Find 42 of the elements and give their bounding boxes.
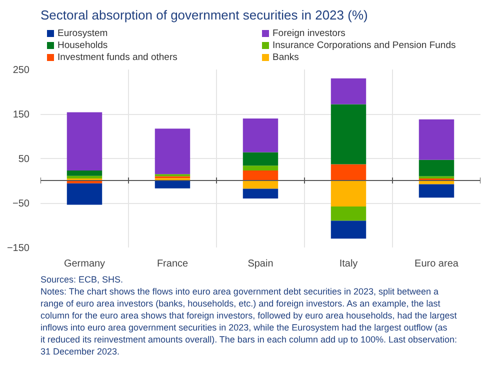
y-tick-label: 50 (18, 154, 30, 165)
bar (154, 128, 190, 174)
x-tick-label: Italy (339, 258, 358, 270)
legend-label: Banks (272, 52, 300, 63)
y-tick-label: 250 (12, 65, 30, 76)
text: Notes: The chart shows the flows into euro area government debt securities in 2023, split between a range of euro area investors (banks, households, etc.) and foreign investors. As an example, the last column for the euro area shows that foreign investors, followed by euro area households, had the largest inflows into euro area government securities in 2023, while the Eurosystem had the largest outflow (as it reduced its reinvestment amounts overall). The bars in each column add up to 100%. Last observation: 31 December 2023. (40, 286, 458, 356)
bar (242, 166, 278, 171)
bar (154, 180, 190, 188)
bar (66, 112, 102, 171)
x-tick-label: Germany (64, 258, 106, 270)
legend-label: Foreign investors (272, 28, 346, 39)
bar (418, 119, 454, 160)
bar (330, 220, 366, 239)
bar (66, 183, 102, 205)
bar (418, 160, 454, 176)
bar (330, 180, 366, 207)
y-tick-label: 150 (12, 110, 30, 120)
bar (330, 104, 366, 164)
bar (242, 118, 278, 152)
bar (242, 188, 278, 199)
bar (418, 184, 454, 198)
bar (66, 176, 102, 179)
legend-label: Insurance Corporations and Pension Funds (272, 40, 456, 51)
y-tick-label: −150 (6, 243, 30, 254)
bar (418, 180, 454, 184)
legend-label: Eurosystem (58, 28, 108, 39)
chart-title: Sectoral absorption of government securities in 2023 (%) (40, 8, 368, 22)
legend-label: Households (58, 40, 108, 51)
bar (242, 152, 278, 166)
legend-label: Investment funds and others (58, 52, 178, 63)
bar (66, 180, 102, 184)
source-note: Sources: ECB, SHS. (40, 274, 124, 284)
bar (242, 180, 278, 189)
x-tick-label: Euro area (414, 258, 459, 270)
bar (66, 170, 102, 176)
y-tick-label: −50 (12, 198, 30, 210)
bar (242, 170, 278, 181)
x-tick-label: France (156, 258, 188, 270)
bar (330, 164, 366, 181)
bar (330, 206, 366, 221)
x-tick-label: Spain (248, 258, 274, 270)
bar (330, 78, 366, 104)
